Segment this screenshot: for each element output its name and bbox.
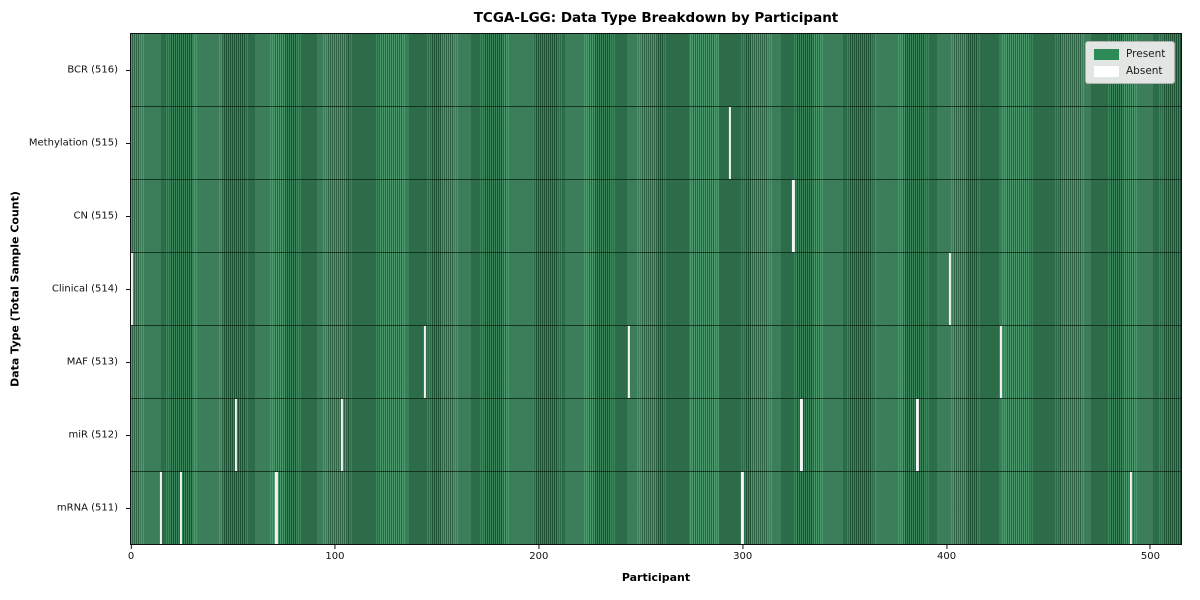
- y-axis-ticks: BCR (516) Methylation (515) CN (515) Clinic…: [0, 33, 130, 545]
- x-tick: 200: [529, 545, 548, 562]
- x-tick: 300: [733, 545, 752, 562]
- absent-stripe: [234, 399, 237, 471]
- legend-entry-present: Present: [1094, 48, 1165, 60]
- absent-stripe: [1130, 472, 1133, 544]
- heatmap-row-mrna: [131, 472, 1181, 544]
- y-tick-label: MAF (513): [66, 356, 118, 368]
- absent-stripe: [179, 472, 182, 544]
- heatmap-plot: [130, 33, 1182, 545]
- y-tick-label: Methylation (515): [28, 137, 118, 149]
- y-tick-mark: [126, 289, 130, 290]
- absent-stripe: [916, 399, 919, 471]
- absent-swatch-icon: [1094, 65, 1119, 77]
- x-axis-ticks: 0 100 200 300 400 500: [128, 545, 1182, 569]
- x-tick-mark: [538, 545, 540, 549]
- legend-label: Present: [1126, 48, 1166, 60]
- absent-stripe: [792, 180, 795, 252]
- x-axis-label: Participant: [621, 571, 691, 584]
- x-tick-label: 0: [127, 551, 135, 562]
- absent-stripe: [423, 326, 427, 398]
- y-tick-label: miR (512): [68, 429, 118, 441]
- y-tick-mark: [126, 215, 130, 217]
- x-tick-mark: [130, 545, 132, 549]
- x-tick-label: 300: [733, 551, 753, 562]
- x-tick: 0: [128, 545, 134, 562]
- absent-stripe: [159, 472, 162, 544]
- y-tick-mark: [126, 362, 130, 364]
- y-tick-mark: [126, 508, 130, 510]
- absent-stripe: [948, 253, 952, 325]
- heatmap-row-clinical: [131, 253, 1181, 326]
- absent-stripe: [741, 472, 744, 544]
- legend: Present Absent: [1085, 41, 1176, 84]
- x-tick-mark: [1149, 545, 1151, 549]
- x-tick-label: 400: [936, 551, 957, 562]
- legend-entry-absent: Absent: [1094, 65, 1165, 77]
- heatmap-row-methylation: [131, 107, 1181, 180]
- y-tick-mark: [126, 435, 130, 437]
- absent-stripe: [275, 472, 278, 544]
- y-tick-mark: [126, 142, 130, 144]
- heatmap-row-bcr: [131, 34, 1181, 107]
- absent-stripe: [131, 253, 134, 325]
- y-tick-mark: [126, 69, 130, 71]
- x-tick-label: 500: [1140, 551, 1160, 562]
- heatmap-row-mir: [131, 399, 1181, 472]
- legend-label: Absent: [1126, 65, 1163, 77]
- chart-title: TCGA-LGG: Data Type Breakdown by Partici…: [473, 10, 839, 26]
- x-tick: 500: [1141, 545, 1160, 562]
- heatmap-row-cn: [131, 180, 1181, 253]
- absent-stripe: [800, 399, 803, 471]
- present-swatch-icon: [1094, 48, 1119, 60]
- x-tick-label: 200: [529, 551, 549, 562]
- x-tick: 400: [937, 545, 956, 562]
- x-tick-mark: [334, 545, 336, 549]
- heatmap-row-maf: [131, 326, 1181, 399]
- absent-stripe: [999, 326, 1002, 398]
- absent-stripe: [627, 326, 630, 398]
- y-tick-label: BCR (516): [67, 64, 118, 76]
- x-tick-mark: [946, 545, 948, 549]
- absent-stripe: [729, 107, 732, 179]
- absent-stripe: [340, 399, 343, 471]
- y-tick-label: mRNA (511): [56, 502, 118, 514]
- y-tick-label: Clinical (514): [51, 283, 118, 295]
- x-tick-label: 100: [325, 551, 345, 562]
- x-tick-mark: [742, 545, 744, 549]
- x-tick: 100: [325, 545, 344, 562]
- y-tick-label: CN (515): [73, 210, 118, 222]
